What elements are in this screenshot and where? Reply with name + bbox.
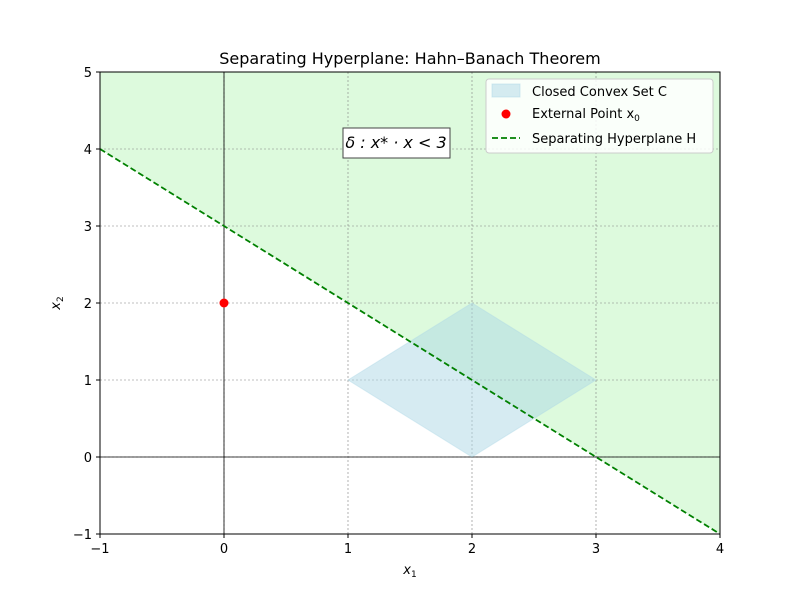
y-tick-label: 1 xyxy=(84,374,92,389)
y-tick-label: 4 xyxy=(84,143,92,158)
x-tick-label: 0 xyxy=(220,542,228,557)
legend-label-external-point: External Point x0 xyxy=(532,107,640,124)
legend-label-convex-set: Closed Convex Set C xyxy=(532,85,667,100)
x-axis-label: x1 xyxy=(402,563,416,580)
annotation-text: δ : x* · x < 3 xyxy=(345,133,446,152)
legend-swatch-external-point xyxy=(501,109,511,119)
legend-frame xyxy=(485,78,714,154)
legend-label-hyperplane: Separating Hyperplane H xyxy=(532,132,696,147)
y-tick-label: −1 xyxy=(73,528,92,543)
external-point-marker xyxy=(219,298,229,308)
y-tick-label: 5 xyxy=(84,66,92,81)
x-tick-label: 4 xyxy=(716,542,724,557)
x-tick-label: 2 xyxy=(468,542,476,557)
y-tick-label: 2 xyxy=(84,297,92,312)
chart-title: Separating Hyperplane: Hahn–Banach Theor… xyxy=(219,49,600,68)
hyperplane-line xyxy=(99,148,721,535)
x-tick-label: 1 xyxy=(344,542,352,557)
y-axis-label: x2 xyxy=(49,296,66,310)
annotation-box: δ : x* · x < 3 xyxy=(342,127,451,159)
legend: Closed Convex Set C External Point x0 Se… xyxy=(485,78,714,154)
legend-swatch-convex-set xyxy=(491,83,521,98)
y-tick-label: 3 xyxy=(84,220,92,235)
x-tick-label: 3 xyxy=(592,542,600,557)
y-tick-label: 0 xyxy=(84,451,92,466)
x-tick-label: −1 xyxy=(90,542,109,557)
